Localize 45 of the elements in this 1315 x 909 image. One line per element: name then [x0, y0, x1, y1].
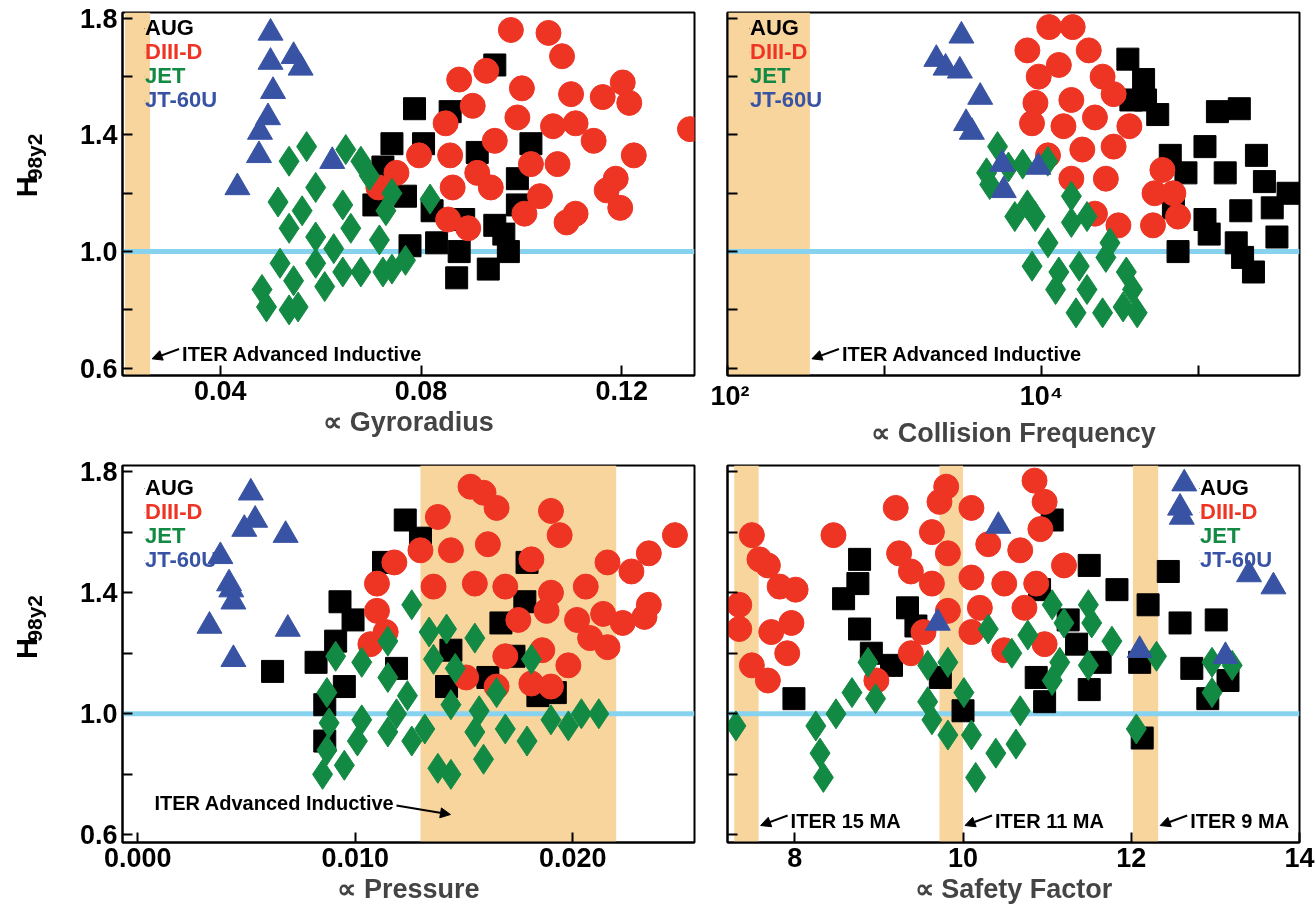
- legend-label: JET: [1200, 523, 1241, 549]
- band-label: ITER 11 MA: [995, 809, 1104, 832]
- x-tick-label: 0.010: [321, 842, 390, 873]
- x-tick-label: 0.12: [595, 375, 649, 406]
- legend-label: JET: [750, 63, 791, 89]
- band-label: ITER 9 MA: [1190, 809, 1290, 832]
- y-tick-label: 1.8: [79, 3, 118, 34]
- band-label: ITER Advanced Inductive: [841, 342, 1082, 365]
- legend-label: AUG: [750, 15, 799, 41]
- band-label: ITER 15 MA: [790, 809, 901, 832]
- x-tick-label: 14: [1284, 842, 1315, 873]
- legend-label: AUG: [145, 475, 194, 501]
- x-axis-title: ∝ Pressure: [337, 873, 480, 904]
- legend-label: JT-60U: [750, 87, 823, 113]
- y-tick-label: 1.8: [79, 457, 118, 488]
- y-tick-label: 1.4: [79, 120, 118, 151]
- x-axis-title: ∝ Gyroradius: [323, 406, 494, 437]
- x-tick-label: 0.020: [538, 842, 607, 873]
- y-axis-title: H98y2: [10, 594, 46, 659]
- x-tick-label: 10: [948, 842, 979, 873]
- x-tick-label: 12: [1116, 842, 1147, 873]
- legend-label: JET: [145, 63, 186, 89]
- legend-label: JT-60U: [145, 87, 218, 113]
- x-axis-title: ∝ Safety Factor: [914, 873, 1113, 904]
- legend-label: DIII-D: [145, 499, 203, 525]
- legend-label: JT-60U: [1200, 547, 1273, 573]
- x-tick-label: 10⁴: [1019, 380, 1064, 411]
- y-tick-label: 1.4: [79, 578, 118, 609]
- y-tick-label: 0.6: [79, 353, 118, 384]
- band-label: ITER Advanced Inductive: [154, 791, 394, 814]
- y-tick-label: 1.0: [79, 237, 118, 268]
- legend-label: AUG: [145, 15, 194, 41]
- y-axis-title: H98y2: [10, 133, 46, 198]
- x-tick-label: 0.08: [394, 375, 448, 406]
- x-tick-label: 10²: [710, 380, 750, 411]
- legend-label: JET: [145, 523, 186, 549]
- y-tick-label: 1.0: [79, 699, 118, 730]
- band-label: ITER Advanced Inductive: [182, 342, 422, 365]
- legend-label: DIII-D: [1200, 499, 1258, 525]
- legend-label: DIII-D: [145, 39, 203, 65]
- x-axis-title: ∝ Collision Frequency: [871, 417, 1156, 448]
- legend-label: DIII-D: [750, 39, 808, 65]
- x-tick-label: 8: [787, 842, 803, 873]
- x-tick-label: 0.04: [194, 375, 247, 406]
- legend-label: AUG: [1200, 475, 1249, 501]
